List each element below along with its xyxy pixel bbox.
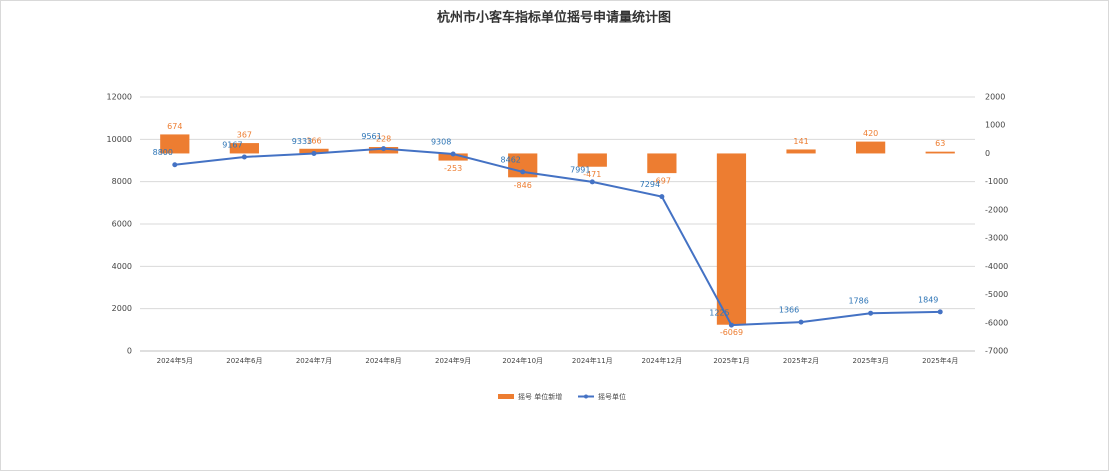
bar [716, 153, 747, 325]
bar [647, 153, 677, 174]
y-tick-label: 12000 [107, 93, 132, 102]
y2-tick-label: 1000 [985, 121, 1005, 130]
line-value-label: 9167 [222, 140, 242, 149]
bar-value-label: 63 [935, 139, 945, 148]
line-value-label: 1225 [709, 309, 729, 318]
bar-value-label: 228 [376, 135, 391, 144]
bar [508, 153, 538, 178]
y-tick-label: 4000 [112, 262, 132, 271]
bar-value-label: 674 [167, 122, 182, 131]
y2-tick-label: -2000 [985, 205, 1008, 214]
x-tick-label: 2025年1月 [713, 356, 749, 365]
x-tick-label: 2024年8月 [365, 356, 401, 365]
y2-tick-label: -7000 [985, 347, 1008, 356]
line-value-label: 9308 [431, 137, 451, 146]
legend-swatch [498, 394, 514, 399]
x-tick-label: 2024年6月 [226, 356, 262, 365]
bar [577, 153, 607, 167]
x-tick-label: 2024年7月 [296, 356, 332, 365]
x-tick-label: 2024年10月 [502, 356, 543, 365]
line-value-label: 1786 [848, 297, 868, 306]
bar-value-label: -697 [653, 177, 671, 186]
line-value-label: 8462 [501, 155, 521, 164]
y-tick-label: 0 [127, 347, 132, 356]
bar-value-label: 367 [237, 131, 252, 140]
y-tick-label: 6000 [112, 220, 132, 229]
line [174, 147, 941, 327]
x-tick-label: 2024年5月 [157, 356, 193, 365]
y2-tick-label: -1000 [985, 177, 1008, 186]
bar [229, 143, 259, 154]
y2-tick-label: -6000 [985, 318, 1008, 327]
bar [856, 141, 886, 154]
x-tick-label: 2025年4月 [922, 356, 958, 365]
line-point [381, 146, 387, 152]
line-value-label: 7991 [570, 165, 590, 174]
y2-tick-label: -3000 [985, 234, 1008, 243]
line-value-label: 1366 [779, 306, 799, 315]
line-value-label: 9333 [292, 137, 312, 146]
x-tick-label: 2024年9月 [435, 356, 471, 365]
bar-value-label: -471 [583, 170, 601, 179]
line-point [450, 151, 456, 157]
y-tick-label: 2000 [112, 304, 132, 313]
line-value-label: 7294 [640, 180, 660, 189]
bar-value-label: 166 [306, 136, 321, 145]
bar-value-label: -846 [514, 181, 532, 190]
bar-value-label: -253 [444, 164, 462, 173]
bar-value-label: -6069 [720, 328, 743, 337]
x-tick-label: 2024年11月 [572, 356, 613, 365]
legend-label: 摇号单位 [598, 392, 626, 401]
bar [160, 134, 190, 154]
bar-value-label: 141 [793, 137, 808, 146]
chart-title: 杭州市小客车指标单位摇号申请量统计图 [437, 10, 671, 26]
y2-tick-label: -5000 [985, 290, 1008, 299]
line-point [798, 319, 804, 325]
x-tick-label: 2025年3月 [852, 356, 888, 365]
line-point [172, 162, 178, 168]
y2-tick-label: 2000 [985, 93, 1005, 102]
x-tick-label: 2025年2月 [783, 356, 819, 365]
bar [786, 149, 816, 154]
legend-swatch [584, 394, 588, 399]
bar [438, 153, 468, 161]
line-point [728, 322, 734, 328]
bar-value-label: 420 [863, 129, 878, 138]
line-point [241, 154, 247, 160]
line-point [659, 194, 665, 200]
y2-tick-label: 0 [985, 149, 990, 158]
x-tick-label: 2024年12月 [642, 356, 683, 365]
line-point [520, 169, 526, 175]
line-value-label: 9561 [361, 132, 381, 141]
bar [925, 151, 955, 154]
line-point [311, 150, 317, 156]
line-value-label: 8800 [153, 148, 173, 157]
line-point [589, 179, 595, 185]
line-point [937, 309, 943, 315]
legend-label: 摇号 单位新增 [518, 392, 562, 401]
line-value-label: 1849 [918, 295, 938, 304]
y-tick-label: 8000 [112, 177, 132, 186]
line-point [868, 310, 874, 316]
y-tick-label: 10000 [107, 135, 132, 144]
y2-tick-label: -4000 [985, 262, 1008, 271]
